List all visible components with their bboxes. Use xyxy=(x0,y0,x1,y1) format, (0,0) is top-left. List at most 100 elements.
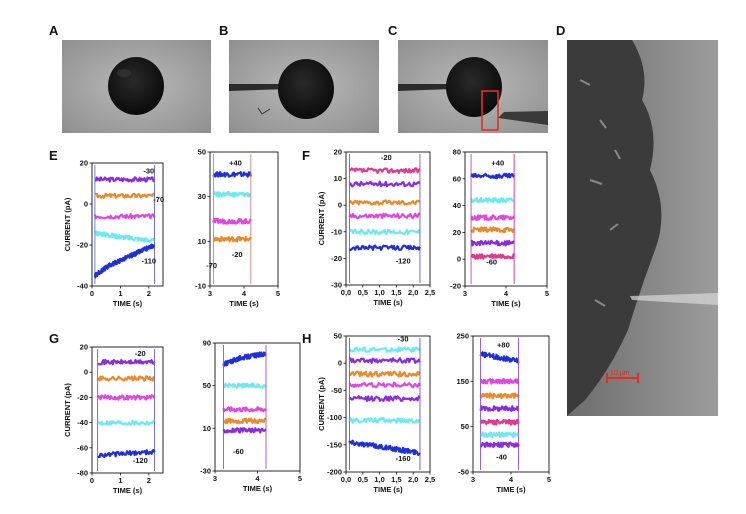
y-tick-label: -200 xyxy=(327,468,342,477)
trace-violet xyxy=(222,427,267,434)
y-tick-label: -60 xyxy=(77,443,88,452)
micrograph-b xyxy=(229,40,379,133)
trace-annotation: -120 xyxy=(396,257,411,266)
y-tick-label: -30 xyxy=(331,281,342,290)
x-tick-label: 2,5 xyxy=(425,475,435,484)
y-tick-label: 50 xyxy=(203,381,211,390)
x-tick-label: 5 xyxy=(545,289,549,298)
y-tick-label: -40 xyxy=(77,418,88,427)
y-tick-label: -20 xyxy=(331,254,342,263)
y-tick-label: 50 xyxy=(461,422,469,431)
trace-orange xyxy=(222,417,267,425)
x-tick-label: 0,5 xyxy=(358,288,368,297)
y-tick-label: 10 xyxy=(198,237,206,246)
trace-annotation: +40 xyxy=(491,158,504,167)
trace-orange xyxy=(470,226,516,234)
panel-label-a: A xyxy=(49,23,59,38)
y-tick-label: -80 xyxy=(77,469,88,478)
trace-annotation: -110 xyxy=(141,256,156,265)
trace-navy xyxy=(212,171,252,178)
y-tick-label: 50 xyxy=(334,332,342,341)
y-tick-label: 0 xyxy=(457,255,461,264)
y-axis-label: CURRENT (pA) xyxy=(317,377,326,431)
x-tick-label: 5 xyxy=(276,289,280,298)
trace-orange xyxy=(96,375,156,382)
trace-violet xyxy=(470,239,515,247)
x-tick-label: 5 xyxy=(547,475,551,484)
panel-label-c: C xyxy=(388,23,398,38)
y-tick-label: 150 xyxy=(456,377,469,386)
trace-navy xyxy=(348,439,421,457)
trace-magenta xyxy=(222,406,267,413)
y-tick-label: -20 xyxy=(77,241,88,250)
y-tick-label: -50 xyxy=(458,468,469,477)
chart-f-left: 0,0 0,5 1,0 1,5 2,0 2,5 -30 -20 -10 0 10 20 TIME (s)… xyxy=(317,148,435,308)
trace-annotation: +40 xyxy=(229,158,242,167)
plot-frame xyxy=(91,346,164,474)
x-axis-label: TIME (s) xyxy=(113,299,143,308)
y-tick-label: 20 xyxy=(80,159,88,168)
trace-navy xyxy=(348,244,421,252)
x-axis-label: TIME (s) xyxy=(113,486,143,495)
trace-annotation: -20 xyxy=(232,250,243,259)
trace-orange xyxy=(212,235,252,243)
trace-magenta xyxy=(479,378,520,385)
x-axis-label: TIME (s) xyxy=(229,299,259,308)
y-tick-label: -20 xyxy=(450,282,461,291)
x-tick-label: 4 xyxy=(255,474,260,483)
y-tick-label: 0 xyxy=(338,359,342,368)
panel-label-f: F xyxy=(302,148,310,163)
trace-cyan xyxy=(222,382,268,389)
chart-g-right: 3 4 5 -30 10 50 90 TIME (s) -60 xyxy=(200,339,302,494)
trace-annotation: -160 xyxy=(396,454,411,463)
y-tick-label: -10 xyxy=(195,282,206,291)
plot-frame xyxy=(345,335,431,473)
x-tick-label: 0,0 xyxy=(341,288,351,297)
trace-annotation: -70 xyxy=(206,261,217,270)
y-tick-label: 50 xyxy=(198,148,206,157)
x-tick-label: 3 xyxy=(471,475,475,484)
micrograph-a xyxy=(62,40,211,133)
y-axis-label: CURRENT (pA) xyxy=(63,383,72,437)
y-tick-label: 30 xyxy=(198,192,206,201)
x-tick-label: 3 xyxy=(208,289,212,298)
x-axis-label: TIME (s) xyxy=(491,299,521,308)
trace-violet xyxy=(94,176,155,183)
x-tick-label: 5 xyxy=(298,474,302,483)
trace-annotation: -20 xyxy=(381,153,392,162)
trace-pink xyxy=(470,253,516,260)
y-tick-label: 0 xyxy=(84,368,88,377)
trace-orange xyxy=(348,370,421,378)
trace-violet xyxy=(479,405,520,412)
trace-cyan xyxy=(212,191,252,198)
y-tick-label: -50 xyxy=(331,386,342,395)
chart-g-left: 0 1 2 -80 -60 -40 -20 0 20 TIME (s) CURRENT (pA) -2… xyxy=(63,343,164,495)
trace-annotation: -30 xyxy=(143,166,154,175)
y-axis-label: CURRENT (pA) xyxy=(317,191,326,245)
x-tick-label: 3 xyxy=(463,289,467,298)
micrograph-c xyxy=(398,40,548,133)
chart-e-right: 3 4 5 -10 10 30 50 TIME (s) +40 -70 -20 xyxy=(195,148,280,309)
panel-label-g: G xyxy=(49,331,59,346)
trace-violet xyxy=(479,441,520,449)
trace-pink xyxy=(479,418,520,426)
trace-annotation: -40 xyxy=(496,452,507,461)
scale-bar-label: 10 µm xyxy=(610,370,630,377)
x-tick-label: 3 xyxy=(213,474,217,483)
trace-navy xyxy=(222,351,267,367)
y-tick-label: 40 xyxy=(453,201,461,210)
trace-navy xyxy=(94,243,156,279)
y-tick-label: 250 xyxy=(456,332,469,341)
trace-cyan xyxy=(349,346,421,353)
trace-cyan xyxy=(97,419,156,426)
trace-magenta xyxy=(470,214,515,221)
trace-navy xyxy=(97,448,156,459)
y-tick-label: 20 xyxy=(334,148,342,157)
x-tick-label: 1 xyxy=(118,289,122,298)
x-axis-label: TIME (s) xyxy=(373,298,403,307)
trace-orange xyxy=(479,392,520,400)
x-tick-label: 4 xyxy=(242,289,247,298)
trace-annotation: -60 xyxy=(233,447,244,456)
trace-cyan xyxy=(479,431,520,439)
